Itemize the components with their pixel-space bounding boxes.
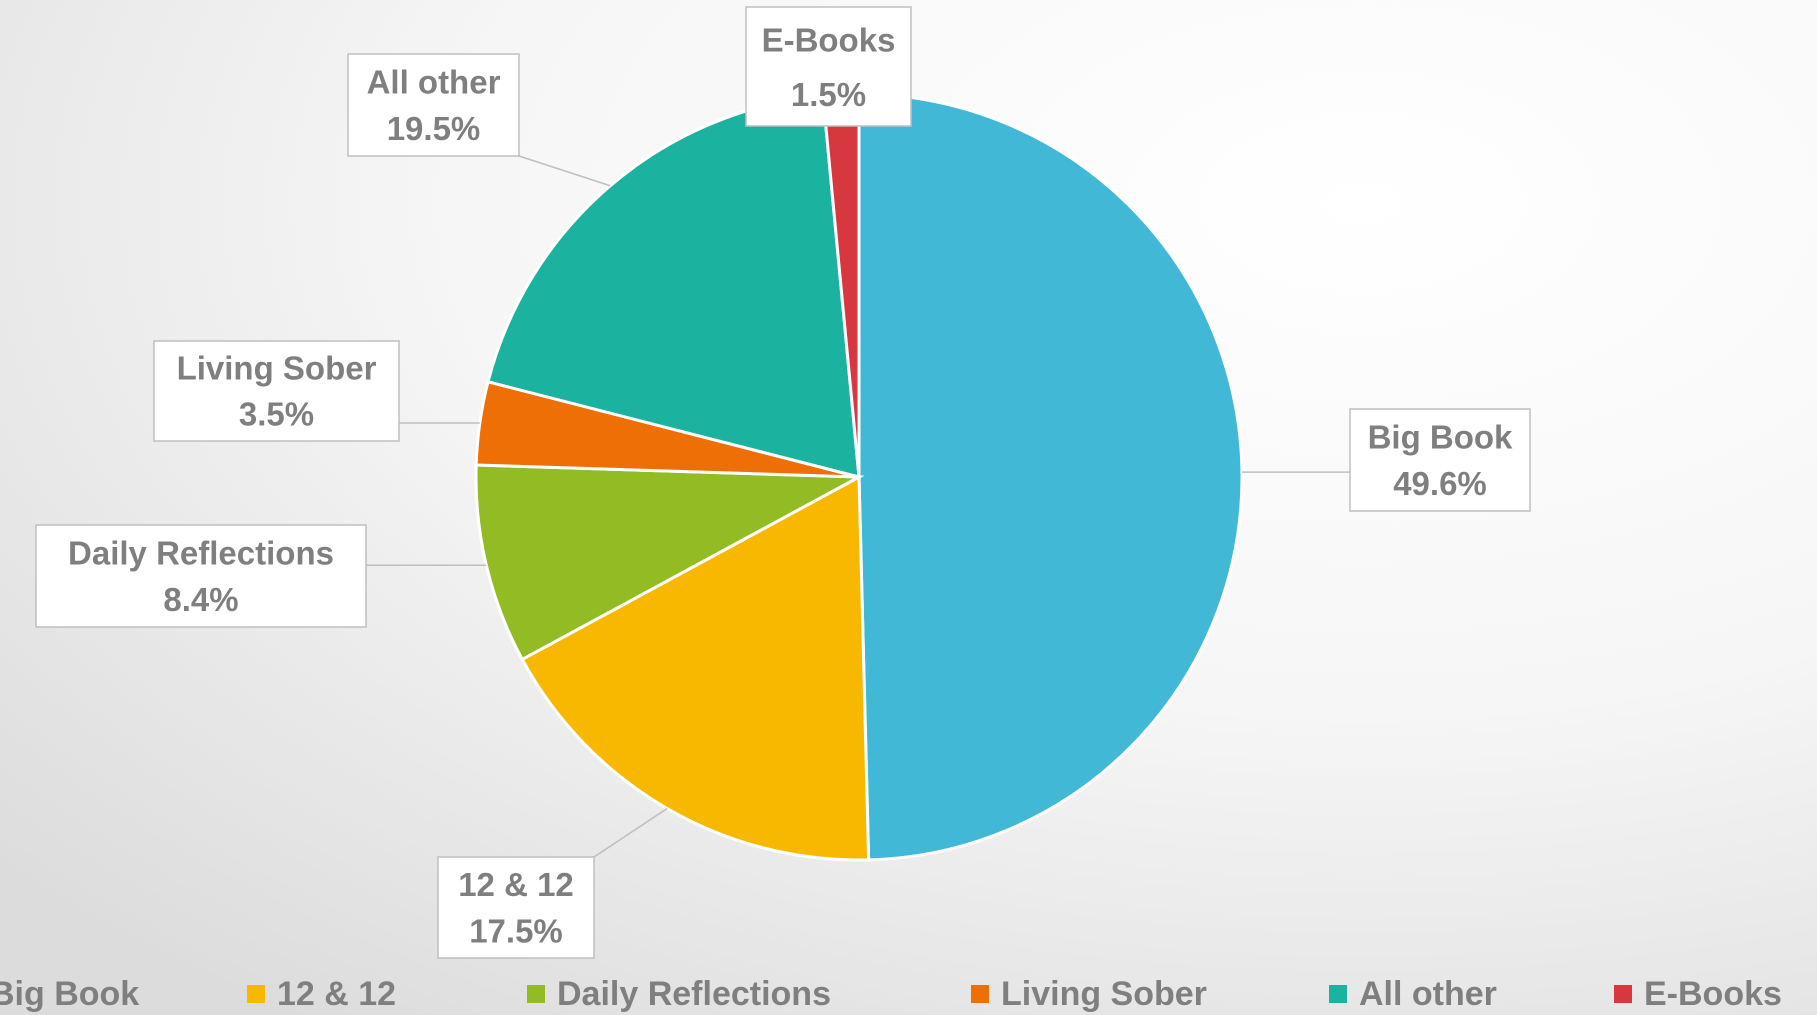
label-value: 1.5% — [791, 76, 866, 113]
label-category: Daily Reflections — [68, 534, 334, 571]
pie — [474, 92, 1244, 862]
legend-swatch — [247, 985, 265, 1003]
pie-slice — [474, 463, 865, 662]
label-category: Living Sober — [177, 350, 377, 387]
legend-label: Daily Reflections — [557, 975, 831, 1013]
label-value: 8.4% — [163, 581, 238, 618]
legend-label: 12 & 12 — [277, 975, 396, 1013]
legend-label: Living Sober — [1001, 975, 1207, 1013]
leader-lines — [366, 155, 1350, 858]
leader-line — [593, 807, 668, 858]
label-value: 17.5% — [469, 912, 563, 949]
legend-label: All other — [1359, 975, 1497, 1013]
pie-slice — [520, 474, 871, 862]
label-category: 12 & 12 — [458, 866, 574, 903]
label-box — [745, 6, 912, 127]
label-value: 3.5% — [239, 396, 314, 433]
label-value: 19.5% — [387, 110, 481, 147]
legend-swatch — [527, 985, 545, 1003]
legend-swatch — [1329, 985, 1347, 1003]
label-box — [437, 856, 595, 959]
label-category: All other — [367, 63, 501, 100]
legend-swatch — [1614, 985, 1632, 1003]
label-category: E-Books — [762, 21, 896, 58]
label-box — [1349, 408, 1531, 512]
legend-label: E-Books — [1644, 975, 1782, 1013]
label-value: 49.6% — [1393, 465, 1487, 502]
data-labels: Big Book 49.6% 12 & 12 17.5% Daily Reflectio… — [35, 6, 1531, 959]
label-box — [153, 340, 400, 442]
label-category: Big Book — [1368, 418, 1513, 455]
leader-line — [518, 155, 611, 187]
legend-label: Big Book — [0, 975, 139, 1013]
pie-slice — [857, 92, 1244, 862]
label-box — [347, 53, 520, 157]
legend: Big Book 12 & 12 Daily Reflections Living S… — [0, 975, 1782, 1013]
legend-swatch — [971, 985, 989, 1003]
label-box — [35, 524, 367, 628]
